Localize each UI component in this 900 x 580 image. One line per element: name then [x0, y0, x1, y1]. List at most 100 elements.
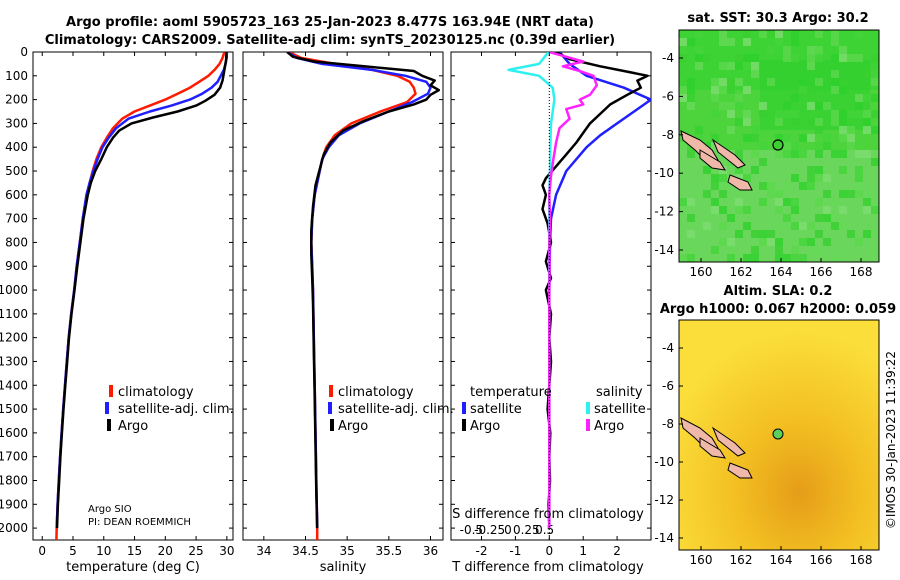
map-y-tick-label: -6: [662, 89, 674, 103]
sst-pixel: [823, 102, 831, 110]
sst-pixel: [783, 182, 791, 190]
temperature-legend: climatology satellite-adj. clim. Argo: [105, 385, 234, 434]
sst-pixel: [735, 94, 743, 102]
sst-pixel: [791, 238, 799, 246]
sst-pixel: [719, 238, 727, 246]
sst-pixel: [831, 54, 839, 62]
sst-pixel: [855, 110, 863, 118]
sst-pixel: [775, 118, 783, 126]
sst-pixel: [799, 238, 807, 246]
x-tick-label: 35: [340, 544, 355, 558]
sst-pixel: [839, 118, 847, 126]
sst-pixel: [695, 30, 703, 38]
legend-t-argo: Argo: [470, 419, 500, 434]
sst-pixel: [727, 254, 735, 262]
sst-pixel: [815, 198, 823, 206]
map-x-tick-label: 166: [810, 265, 833, 279]
map-x-tick-label: 168: [850, 553, 873, 567]
sst-pixel: [799, 182, 807, 190]
depth-tick-label: 1200: [0, 331, 28, 345]
pi-name: PI: DEAN ROEMMICH: [88, 517, 191, 528]
sst-pixel: [815, 126, 823, 134]
sst-pixel: [687, 102, 695, 110]
sst-pixel: [727, 126, 735, 134]
sst-pixel: [735, 62, 743, 70]
sst-pixel: [815, 102, 823, 110]
sst-pixel: [791, 222, 799, 230]
sst-pixel: [863, 198, 871, 206]
sst-pixel: [751, 254, 759, 262]
sst-pixel: [743, 110, 751, 118]
sst-pixel: [871, 70, 879, 78]
sst-pixel: [839, 86, 847, 94]
sst-pixel: [807, 46, 815, 54]
sst-pixel: [743, 62, 751, 70]
map-y-tick-label: -10: [654, 455, 674, 469]
sst-pixel: [831, 78, 839, 86]
sst-pixel: [823, 214, 831, 222]
sst-pixel: [839, 150, 847, 158]
sst-pixel: [823, 134, 831, 142]
sst-pixel: [839, 190, 847, 198]
sst-pixel: [767, 78, 775, 86]
sla-x-ticks: 160 162 164 166 168: [690, 546, 873, 567]
x-tick-label: 34.5: [292, 544, 319, 558]
sst-pixel: [863, 230, 871, 238]
sst-pixel: [719, 174, 727, 182]
sst-pixel: [815, 246, 823, 254]
sst-pixel: [703, 190, 711, 198]
sst-pixel: [719, 182, 727, 190]
depth-tick-label: 100: [5, 69, 28, 83]
temperature-series: [55, 52, 229, 540]
sst-pixel: [711, 78, 719, 86]
legend-salinity: salinity: [596, 385, 643, 400]
sst-pixel: [807, 182, 815, 190]
credit-text: ©IMOS 30-Jan-2023 11:39:22: [884, 351, 898, 529]
sst-pixel: [791, 94, 799, 102]
sst-pixel: [687, 94, 695, 102]
sst-pixel: [711, 206, 719, 214]
sst-pixel: [775, 142, 783, 150]
sst-pixel: [855, 30, 863, 38]
sst-map: [678, 29, 880, 263]
map-y-tick-label: -10: [654, 166, 674, 180]
sst-pixel: [759, 198, 767, 206]
sst-pixel: [799, 78, 807, 86]
argo-institution: Argo SIO: [88, 504, 132, 515]
depth-tick-label: 1800: [0, 473, 28, 487]
sst-pixel: [711, 182, 719, 190]
sst-pixel: [703, 54, 711, 62]
legend-t-satellite: satellite: [470, 402, 522, 417]
sst-pixel: [727, 238, 735, 246]
legend-swatch-t-satellite: [462, 402, 466, 414]
sst-pixel: [711, 198, 719, 206]
sst-pixel: [679, 198, 687, 206]
s-difference-label: S difference from climatology: [452, 507, 644, 522]
sst-pixel: [719, 30, 727, 38]
depth-tick-label: 2000: [0, 521, 28, 535]
s-tick-label: 0.25: [513, 523, 540, 537]
map-x-tick-label: 164: [770, 265, 793, 279]
sst-pixel: [823, 222, 831, 230]
sst-pixel: [807, 238, 815, 246]
sst-pixel: [743, 206, 751, 214]
sst-pixel: [791, 54, 799, 62]
sst-pixel: [807, 102, 815, 110]
x-tick-label: 0: [38, 544, 46, 558]
sst-pixel: [815, 30, 823, 38]
sst-pixel: [855, 174, 863, 182]
sst-pixel: [807, 86, 815, 94]
sst-pixel: [791, 246, 799, 254]
island-shape: [699, 149, 727, 171]
sst-pixel: [679, 94, 687, 102]
sst-pixel: [831, 70, 839, 78]
depth-tick-label: 600: [5, 188, 28, 202]
sst-pixel: [775, 206, 783, 214]
map-x-tick-label: 168: [850, 265, 873, 279]
sst-pixel: [687, 214, 695, 222]
x-tick-label: 30: [219, 544, 234, 558]
sst-pixel: [815, 118, 823, 126]
sst-pixel: [743, 30, 751, 38]
sst-pixel: [679, 254, 687, 262]
